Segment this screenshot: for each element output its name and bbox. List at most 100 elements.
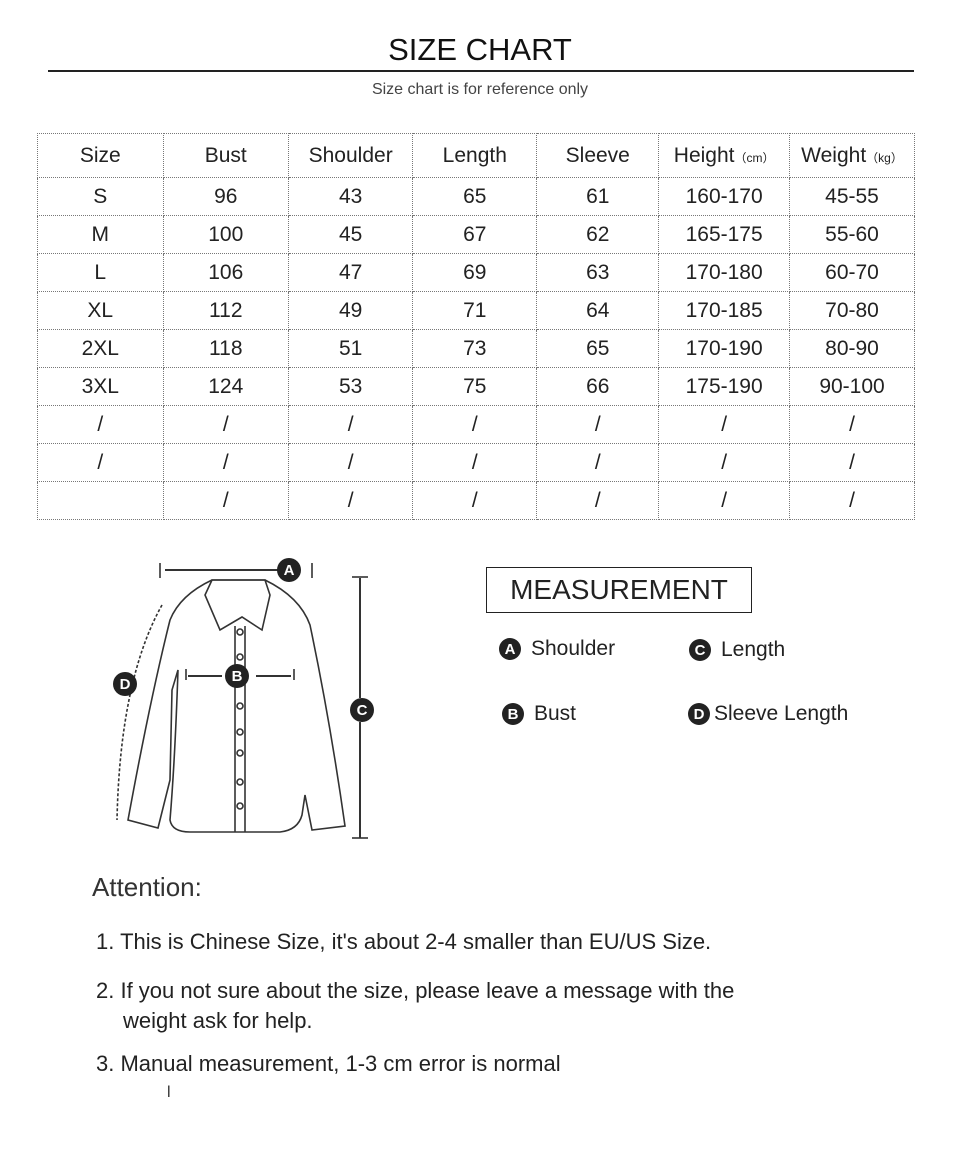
note-1: 1. This is Chinese Size, it's about 2-4 … <box>96 929 712 954</box>
table-cell: 65 <box>412 177 538 216</box>
table-cell: / <box>789 405 915 444</box>
table-cell: 160-170 <box>658 177 791 216</box>
marker-a-icon <box>277 558 301 582</box>
marker-b-icon <box>225 664 249 688</box>
column-label: Weight <box>801 143 867 167</box>
column-label: Height <box>673 143 735 167</box>
marker-c-label: C <box>356 701 368 719</box>
table-cell: 60-70 <box>789 253 915 292</box>
table-cell: 106 <box>162 253 290 292</box>
table-cell: / <box>162 443 290 482</box>
sleeve-line <box>116 604 163 821</box>
table-cell: L <box>37 253 164 292</box>
table-cell: / <box>162 481 290 520</box>
badge-d-icon: D <box>688 703 710 725</box>
table-cell: 170-180 <box>658 253 791 292</box>
column-label: Size <box>79 143 121 167</box>
shirt-buttons <box>236 628 244 810</box>
column-unit: （kg） <box>866 150 903 165</box>
table-cell: 61 <box>536 177 660 216</box>
table-row: / / / / / / / <box>37 405 915 444</box>
table-cell: 96 <box>162 177 290 216</box>
legend-label: Length <box>721 638 786 661</box>
table-cell: / <box>412 481 538 520</box>
note-3: 3. Manual measurement, 1-3 cm error is n… <box>96 1051 561 1076</box>
column-header: Length <box>412 133 538 178</box>
table-cell: 69 <box>412 253 538 292</box>
column-header: Shoulder <box>288 133 414 178</box>
table-cell: / <box>536 481 660 520</box>
marker-c-icon <box>350 698 374 722</box>
table-cell: / <box>658 405 791 444</box>
attention-heading: Attention: <box>92 872 202 902</box>
title-divider <box>48 70 914 72</box>
table-cell: S <box>37 177 164 216</box>
measurement-title: MEASUREMENT <box>486 567 752 613</box>
marker-a-label: A <box>283 561 295 579</box>
table-cell: M <box>37 215 164 254</box>
column-header: Weight（kg） <box>789 133 915 178</box>
column-label: Length <box>442 143 507 167</box>
table-row: 3XL 124 53 75 66 175-190 90-100 <box>37 367 915 406</box>
table-cell: / <box>288 481 414 520</box>
table-cell: / <box>412 443 538 482</box>
table-cell: / <box>536 443 660 482</box>
table-header-row: Size Bust Shoulder Length Sleeve Height（cm） We… <box>37 133 915 178</box>
shirt-outline <box>127 579 346 833</box>
table-cell: 170-185 <box>658 291 791 330</box>
table-cell: 100 <box>162 215 290 254</box>
note-2-cont: weight ask for help. <box>123 1008 313 1033</box>
table-cell: / <box>37 443 164 482</box>
column-header: Height（cm） <box>658 133 791 178</box>
table-row: L 106 47 69 63 170-180 60-70 <box>37 253 915 292</box>
table-cell: 45 <box>288 215 414 254</box>
table-cell: / <box>288 443 414 482</box>
legend-label: Shoulder <box>531 637 616 660</box>
table-cell: / <box>789 443 915 482</box>
diagram-markers <box>113 558 374 722</box>
column-header: Sleeve <box>536 133 660 178</box>
table-cell: 45-55 <box>789 177 915 216</box>
table-cell: 51 <box>288 329 414 368</box>
table-cell: 2XL <box>37 329 164 368</box>
table-cell: 124 <box>162 367 290 406</box>
stray-mark: l <box>167 1084 171 1101</box>
legend-shoulder: A Shoulder <box>499 637 615 661</box>
table-row: XL 112 49 71 64 170-185 70-80 <box>37 291 915 330</box>
table-cell: 63 <box>536 253 660 292</box>
legend-bust: B Bust <box>502 702 576 726</box>
legend-sleeve-length: D Sleeve Length <box>688 702 848 726</box>
table-row: S 96 43 65 61 160-170 45-55 <box>37 177 915 216</box>
column-unit: （cm） <box>734 150 775 165</box>
table-cell: 53 <box>288 367 414 406</box>
table-cell: 66 <box>536 367 660 406</box>
legend-label: Sleeve Length <box>714 702 849 725</box>
table-cell: 43 <box>288 177 414 216</box>
legend-label: Bust <box>534 702 577 725</box>
page-subtitle: Size chart is for reference only <box>371 81 589 98</box>
badge-b-icon: B <box>502 703 524 725</box>
marker-d-label: D <box>119 675 131 693</box>
badge-a-icon: A <box>499 638 521 660</box>
table-cell: 90-100 <box>789 367 915 406</box>
column-header: Bust <box>162 133 290 178</box>
page-title: SIZE CHART <box>388 32 572 67</box>
table-cell: / <box>789 481 915 520</box>
marker-d-icon <box>113 672 137 696</box>
table-row: / / / / / / / <box>37 443 915 482</box>
table-cell: 65 <box>536 329 660 368</box>
column-label: Bust <box>204 143 247 167</box>
table-row: / / / / / / <box>37 481 915 520</box>
table-cell: 73 <box>412 329 538 368</box>
table-cell: 118 <box>162 329 290 368</box>
table-cell: 70-80 <box>789 291 915 330</box>
table-cell: / <box>658 443 791 482</box>
table-cell: 71 <box>412 291 538 330</box>
note-2: 2. If you not sure about the size, pleas… <box>96 978 735 1003</box>
badge-c-icon: C <box>689 639 711 661</box>
table-cell: 64 <box>536 291 660 330</box>
table-cell: / <box>658 481 791 520</box>
table-cell: 67 <box>412 215 538 254</box>
